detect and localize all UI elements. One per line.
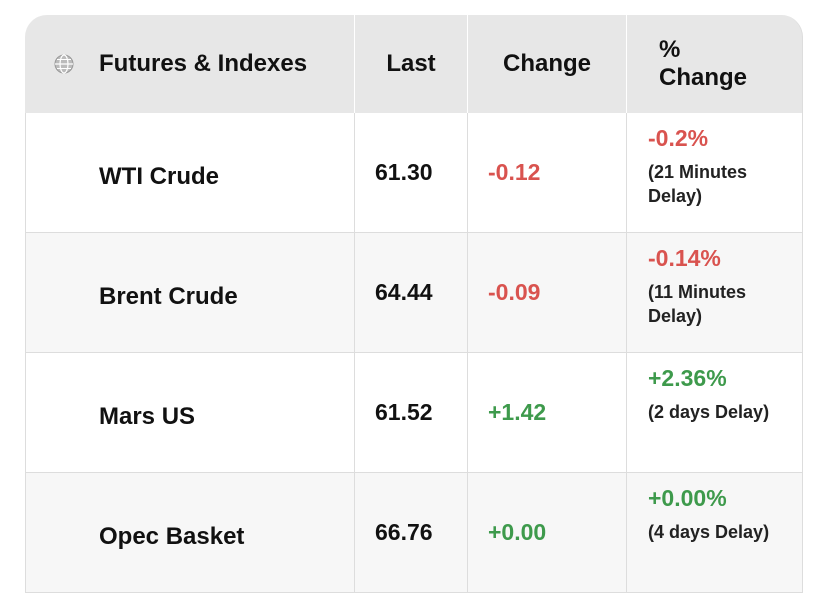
pct-cell: -0.14% (11 Minutes Delay) (627, 233, 803, 353)
pct-cell: +2.36% (2 days Delay) (627, 353, 803, 473)
futures-table: Futures & Indexes Last Change % Change W… (25, 15, 803, 593)
name-cell: Opec Basket (25, 473, 355, 593)
pct-change: -0.14% (648, 245, 721, 271)
last-cell: 66.76 (355, 473, 468, 593)
name-cell: WTI Crude (25, 113, 355, 233)
name-cell: Brent Crude (25, 233, 355, 353)
header-label: Last (355, 15, 468, 113)
table-row: Brent Crude 64.44 -0.09 -0.14% (11 Minutes D… (25, 233, 803, 353)
table-row: WTI Crude 61.30 -0.12 -0.2% (21 Minutes Dela… (25, 113, 803, 233)
pct-cell: +0.00% (4 days Delay) (627, 473, 803, 593)
pct-cell: -0.2% (21 Minutes Delay) (627, 113, 803, 233)
header-label: Change (468, 15, 627, 113)
header-label: Futures & Indexes (99, 50, 308, 77)
delay-note: (11 Minutes Delay) (648, 282, 747, 326)
header-cell: % Change (627, 15, 803, 113)
header-row: Futures & Indexes Last Change % Change (25, 15, 803, 113)
globe-icon (54, 54, 74, 74)
delay-note: (21 Minutes Delay) (648, 162, 748, 206)
futures-table-card: Futures & Indexes Last Change % Change W… (25, 15, 803, 593)
pct-change: +2.36% (648, 365, 727, 391)
table-row: Mars US 61.52 +1.42 +2.36% (2 days Delay) (25, 353, 803, 473)
change-cell: -0.12 (468, 113, 627, 233)
delay-note: (4 days Delay) (648, 522, 770, 542)
last-cell: 64.44 (355, 233, 468, 353)
last-cell: 61.30 (355, 113, 468, 233)
table-body: WTI Crude 61.30 -0.12 -0.2% (21 Minutes Dela… (25, 113, 803, 593)
change-cell: +1.42 (468, 353, 627, 473)
pct-change: -0.2% (648, 125, 709, 151)
last-cell: 61.52 (355, 353, 468, 473)
change-cell: +0.00 (468, 473, 627, 593)
name-cell: Mars US (25, 353, 355, 473)
delay-note: (2 days Delay) (648, 402, 770, 422)
header-label: % Change (659, 36, 748, 91)
page: Futures & Indexes Last Change % Change W… (25, 15, 803, 593)
header-cell: Futures & Indexes (25, 15, 355, 113)
table-row: Opec Basket 66.76 +0.00 +0.00% (4 days Delay… (25, 473, 803, 593)
pct-change: +0.00% (648, 485, 727, 511)
change-cell: -0.09 (468, 233, 627, 353)
